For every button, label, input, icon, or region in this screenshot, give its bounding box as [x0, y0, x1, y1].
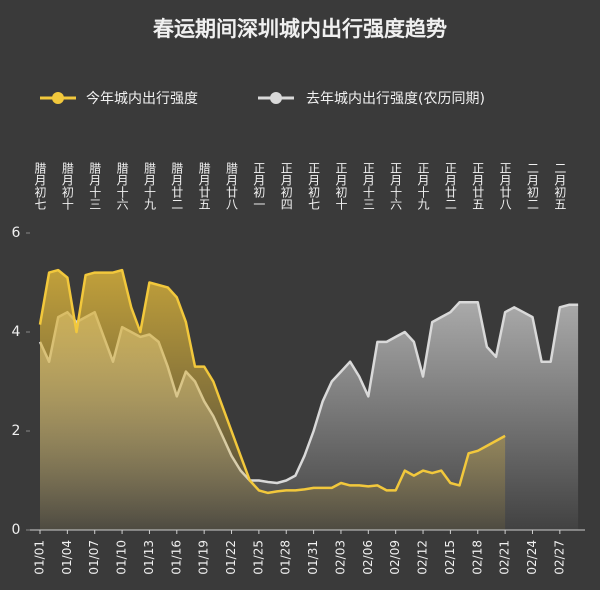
- lunar-label: 正月十九: [416, 162, 430, 211]
- lunar-label: 正月廿八: [498, 162, 512, 210]
- lunar-label: 腊月廿五: [197, 162, 211, 210]
- chart-title: 春运期间深圳城内出行强度趋势: [153, 17, 447, 41]
- lunar-label: 正月廿五: [471, 162, 485, 210]
- lunar-label: 正月廿二: [443, 162, 457, 210]
- legend-dot: [52, 92, 64, 104]
- x-tick-label: 01/25: [251, 540, 265, 575]
- x-tick-label: 01/07: [87, 540, 101, 575]
- lunar-label: 二月初五: [553, 162, 567, 210]
- lunar-label: 腊月十三: [88, 162, 102, 210]
- x-tick-label: 01/28: [279, 540, 293, 575]
- legend-dot: [270, 92, 282, 104]
- x-tick-label: 02/09: [388, 540, 402, 575]
- x-tick-label: 01/19: [197, 540, 211, 575]
- lunar-label: 正月初一: [252, 162, 266, 210]
- lunar-label: 正月十三: [361, 162, 375, 210]
- x-tick-label: 01/31: [306, 540, 320, 575]
- lunar-label: 腊月廿二: [170, 162, 184, 210]
- lunar-label: 正月初十: [334, 162, 348, 210]
- x-tick-label: 02/15: [443, 540, 457, 575]
- y-tick-label: 4: [12, 324, 21, 340]
- x-tick-label: 02/06: [361, 540, 375, 575]
- x-tick-label: 02/21: [498, 540, 512, 575]
- lunar-label: 正月初四: [279, 162, 293, 210]
- x-tick-label: 02/27: [552, 540, 566, 575]
- lunar-label: 正月初七: [307, 162, 321, 210]
- area: [40, 270, 506, 530]
- x-tick-label: 01/13: [142, 540, 156, 575]
- x-tick-label: 01/04: [60, 540, 74, 575]
- lunar-label: 腊月廿八: [225, 162, 239, 210]
- x-tick-label: 01/10: [115, 540, 129, 575]
- legend-label: 今年城内出行强度: [86, 91, 198, 107]
- x-tick-label: 02/18: [470, 540, 484, 575]
- x-tick-label: 01/01: [33, 540, 47, 575]
- y-tick-label: 2: [12, 423, 21, 439]
- line: [38, 268, 506, 495]
- x-tick-label: 01/22: [224, 540, 238, 575]
- lunar-label: 腊月初七: [33, 162, 47, 210]
- x-tick-label: 02/03: [333, 540, 347, 575]
- lunar-label: 腊月初十: [60, 162, 74, 210]
- lunar-label: 正月十六: [389, 162, 403, 210]
- lunar-label: 二月初二: [525, 162, 539, 210]
- x-tick-label: 02/24: [525, 540, 539, 575]
- lunar-label: 腊月十六: [115, 162, 129, 210]
- x-tick-label: 01/16: [169, 540, 183, 575]
- x-tick-label: 02/12: [416, 540, 430, 575]
- y-tick-label: 6: [12, 225, 21, 241]
- lunar-label: 腊月十九: [142, 162, 156, 211]
- legend-label: 去年城内出行强度(农历同期): [306, 91, 485, 107]
- y-tick-label: 0: [12, 522, 21, 538]
